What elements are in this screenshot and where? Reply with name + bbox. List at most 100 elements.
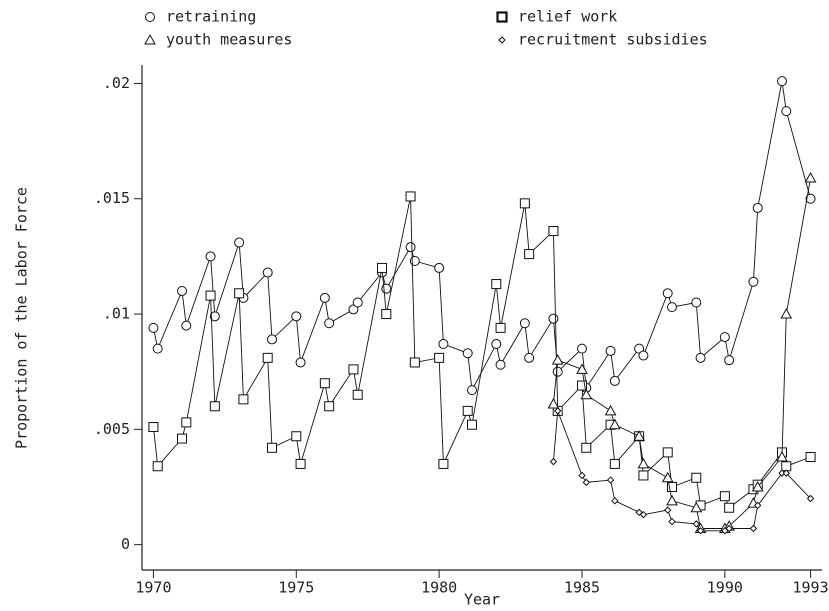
data-point xyxy=(605,345,616,356)
x-tick-label: 1980 xyxy=(421,579,457,597)
data-point xyxy=(205,251,216,262)
data-point xyxy=(524,352,535,363)
data-point xyxy=(267,334,277,345)
data-point xyxy=(609,458,620,469)
data-point xyxy=(719,491,730,502)
data-point xyxy=(152,461,163,472)
data-point xyxy=(519,198,530,209)
data-point xyxy=(639,510,648,519)
data-point xyxy=(696,527,705,535)
data-point xyxy=(662,447,673,458)
data-point xyxy=(352,389,363,400)
x-tick-label: 1975 xyxy=(278,579,314,597)
series-line xyxy=(152,196,811,509)
legend-marker xyxy=(496,11,508,23)
series-line xyxy=(152,81,812,392)
data-point xyxy=(582,478,590,487)
data-point xyxy=(148,422,159,433)
legend-marker xyxy=(145,12,155,22)
data-point xyxy=(804,171,817,183)
data-point xyxy=(547,397,560,409)
y-tick-label: .01 xyxy=(103,305,130,323)
legend-label: youth measures xyxy=(166,31,292,49)
data-point xyxy=(319,378,330,389)
data-point xyxy=(578,471,586,480)
data-point xyxy=(295,458,306,469)
data-point xyxy=(748,276,759,287)
data-point xyxy=(177,433,187,444)
data-point xyxy=(348,364,359,375)
data-point xyxy=(209,311,220,322)
data-point xyxy=(148,322,159,333)
data-point xyxy=(234,288,245,299)
data-point xyxy=(181,320,192,331)
data-point xyxy=(377,262,387,273)
legend-marker xyxy=(144,33,156,45)
data-point xyxy=(577,380,587,391)
series-line xyxy=(552,410,811,532)
data-point xyxy=(777,76,787,87)
data-point xyxy=(181,417,192,428)
data-point xyxy=(752,202,763,213)
data-point xyxy=(438,458,449,469)
data-point xyxy=(381,283,392,294)
data-point xyxy=(781,106,792,117)
data-point xyxy=(548,226,559,237)
data-point xyxy=(262,267,273,278)
data-point xyxy=(667,302,677,313)
legend-label: retraining xyxy=(166,8,256,26)
data-point xyxy=(724,502,735,513)
data-point xyxy=(805,452,816,463)
data-point xyxy=(662,288,673,299)
data-point xyxy=(581,442,592,453)
data-point xyxy=(667,481,677,492)
data-point xyxy=(434,352,445,363)
data-point xyxy=(319,292,330,303)
data-point xyxy=(438,339,449,350)
data-point xyxy=(467,385,477,396)
data-point xyxy=(609,375,620,386)
data-point xyxy=(724,355,735,366)
data-point xyxy=(381,309,392,320)
series-line xyxy=(552,177,812,529)
data-point xyxy=(580,388,593,400)
data-point xyxy=(751,480,764,492)
data-point xyxy=(462,348,473,359)
data-point xyxy=(519,318,530,329)
data-point xyxy=(405,242,416,253)
y-axis-label: Proportion of the Labor Force xyxy=(13,187,31,449)
data-point xyxy=(719,332,730,343)
data-point xyxy=(749,524,758,533)
data-point xyxy=(324,401,335,412)
data-point xyxy=(609,418,621,430)
data-point xyxy=(781,461,792,472)
data-point xyxy=(434,262,445,273)
data-point xyxy=(576,363,588,374)
data-point xyxy=(637,457,650,469)
data-point xyxy=(554,407,562,415)
y-tick-label: .005 xyxy=(94,420,130,438)
data-point xyxy=(324,318,335,329)
data-point xyxy=(491,279,502,290)
data-point xyxy=(606,476,615,484)
x-tick-label: 1970 xyxy=(135,579,171,597)
data-point xyxy=(549,457,558,466)
data-point xyxy=(234,237,245,248)
data-point xyxy=(638,470,649,481)
data-point xyxy=(409,357,420,368)
data-point xyxy=(754,501,762,510)
x-tick-label: 1993 xyxy=(793,579,829,597)
data-point xyxy=(695,352,706,363)
data-point xyxy=(806,494,815,503)
data-point xyxy=(661,471,674,483)
data-point xyxy=(205,290,216,301)
data-point xyxy=(405,191,416,202)
data-point xyxy=(664,506,672,514)
data-point xyxy=(805,193,816,204)
data-point xyxy=(776,450,788,462)
data-point xyxy=(262,352,273,363)
y-tick-label: .015 xyxy=(94,189,130,207)
data-point xyxy=(633,430,645,441)
